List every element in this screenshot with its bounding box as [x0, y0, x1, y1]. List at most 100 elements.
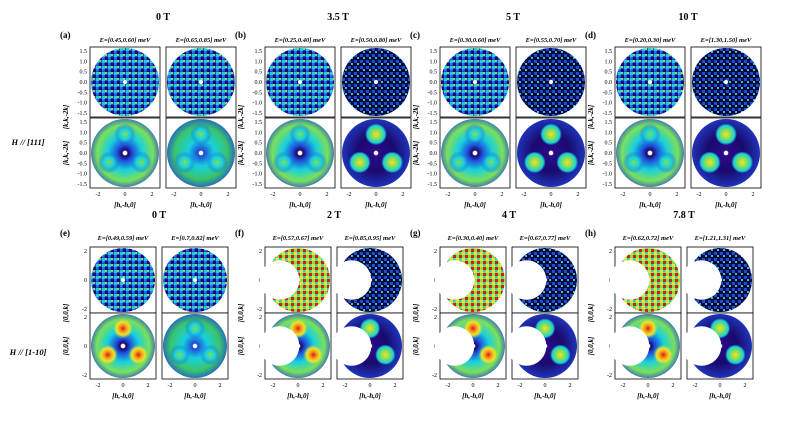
y-tick-label: -2 — [257, 307, 262, 313]
y-tick-label: 0.5 — [255, 70, 263, 76]
y-tick-label: 1.5 — [430, 120, 438, 126]
center-spot — [122, 79, 128, 85]
masked-region — [331, 326, 372, 366]
x-axis-label: [h,-h,0] — [540, 201, 562, 209]
x-tick-label: 0 — [647, 383, 650, 389]
center-spot — [297, 150, 303, 156]
y-tick-label: 2 — [84, 249, 87, 255]
x-tick-label: 2 — [752, 192, 755, 198]
x-axis-label: [h,-h,0] — [287, 392, 309, 400]
intensity-spot — [365, 123, 387, 146]
center-spot — [192, 277, 198, 283]
center-spot — [647, 150, 653, 156]
intensity-spot — [731, 151, 754, 174]
x-tick-label: 0 — [375, 192, 378, 198]
x-axis-label: [h,-h,0] — [715, 201, 737, 209]
y-tick-label: 1.0 — [80, 59, 88, 65]
y-axis-label: [0,0,k] — [237, 336, 245, 355]
x-tick-label: 0 — [194, 383, 197, 389]
intensity-spot — [173, 151, 196, 174]
y-tick-label: -0.5 — [253, 90, 263, 96]
center-spot — [542, 343, 548, 349]
y-tick-label: 0.0 — [80, 80, 88, 86]
intensity-spot — [715, 123, 737, 146]
center-spot — [367, 343, 373, 349]
intensity-map — [259, 246, 332, 314]
y-tick-label: -0.5 — [603, 90, 613, 96]
x-axis-label: [h,-h,0] — [462, 392, 484, 400]
y-tick-label: 0.0 — [430, 80, 438, 86]
field-title: 7.8 T — [673, 210, 695, 221]
x-tick-label: 0 — [550, 192, 553, 198]
field-title: 5 T — [506, 12, 520, 23]
x-tick-label: 0 — [124, 192, 127, 198]
intensity-spot — [639, 123, 661, 146]
x-axis-label: [h,-h,0] — [112, 392, 134, 400]
panel-label: (g) — [410, 228, 421, 238]
center-spot — [120, 277, 126, 283]
y-tick-label: -2 — [607, 373, 612, 379]
intensity-spot — [375, 344, 396, 366]
x-tick-label: 2 — [147, 383, 150, 389]
y-tick-label: 2 — [434, 249, 437, 255]
y-tick-label: -2 — [82, 307, 87, 313]
intensity-map — [515, 46, 587, 118]
intensity-spot — [478, 344, 499, 366]
center-spot — [198, 79, 204, 85]
y-tick-label: 1.0 — [605, 130, 613, 136]
center-spot — [645, 277, 651, 283]
y-tick-label: 0 — [84, 278, 87, 284]
center-spot — [295, 343, 301, 349]
center-spot — [723, 79, 729, 85]
center-spot — [470, 343, 476, 349]
y-tick-label: 1.5 — [255, 49, 263, 55]
y-tick-label: -0.5 — [253, 161, 263, 167]
intensity-map — [89, 117, 161, 189]
field-title: 2 T — [327, 210, 341, 221]
masked-region — [331, 260, 372, 300]
intensity-map — [609, 246, 682, 314]
intensity-spot — [184, 318, 206, 339]
center-spot — [717, 277, 723, 283]
y-tick-label: 2 — [434, 315, 437, 321]
intensity-map — [161, 312, 229, 380]
intensity-map — [439, 117, 511, 189]
intensity-map — [89, 312, 157, 380]
y-tick-label: 0.5 — [430, 70, 438, 76]
energy-label: E=[0.49,0.59] meV — [97, 235, 149, 242]
intensity-spot — [97, 151, 120, 174]
x-tick-label: 0 — [369, 383, 372, 389]
intensity-map — [609, 312, 682, 380]
y-tick-label: -2 — [607, 307, 612, 313]
x-tick-label: -2 — [446, 192, 451, 198]
x-axis-label: [h,-h,0] — [709, 392, 731, 400]
y-tick-label: 1.0 — [255, 59, 263, 65]
center-spot — [470, 277, 476, 283]
x-tick-label: 2 — [151, 192, 154, 198]
intensity-spot — [114, 123, 136, 146]
x-tick-label: -2 — [693, 383, 698, 389]
intensity-spot — [97, 344, 118, 366]
masked-region — [259, 326, 300, 366]
intensity-spot — [305, 151, 328, 174]
y-tick-label: 0.5 — [605, 141, 613, 147]
masked-region — [434, 326, 475, 366]
y-tick-label: -1.5 — [253, 111, 263, 117]
field-title: 10 T — [679, 12, 698, 23]
y-tick-label: -1.5 — [78, 111, 88, 117]
x-tick-label: 0 — [719, 383, 722, 389]
y-tick-label: 1.5 — [80, 49, 88, 55]
x-axis-label: [h,-h,0] — [639, 201, 661, 209]
intensity-spot — [289, 123, 311, 146]
x-tick-label: 0 — [472, 383, 475, 389]
x-tick-label: 0 — [200, 192, 203, 198]
x-axis-label: [h,-h,0] — [184, 392, 206, 400]
y-axis-label: [k,k,-2k] — [587, 140, 595, 165]
y-tick-label: -2 — [257, 373, 262, 379]
x-tick-label: 2 — [497, 383, 500, 389]
center-spot — [122, 150, 128, 156]
energy-label: E=[0.25,0.40] meV — [274, 37, 326, 44]
masked-region — [506, 326, 547, 366]
intensity-map — [264, 46, 336, 118]
